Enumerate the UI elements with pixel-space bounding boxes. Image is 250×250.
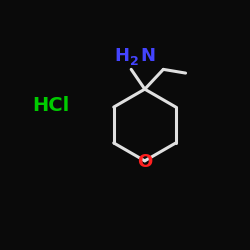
Text: N: N	[140, 47, 155, 65]
Text: H: H	[114, 47, 129, 65]
Text: HCl: HCl	[32, 96, 70, 115]
Text: O: O	[137, 153, 152, 171]
Text: 2: 2	[130, 55, 138, 68]
